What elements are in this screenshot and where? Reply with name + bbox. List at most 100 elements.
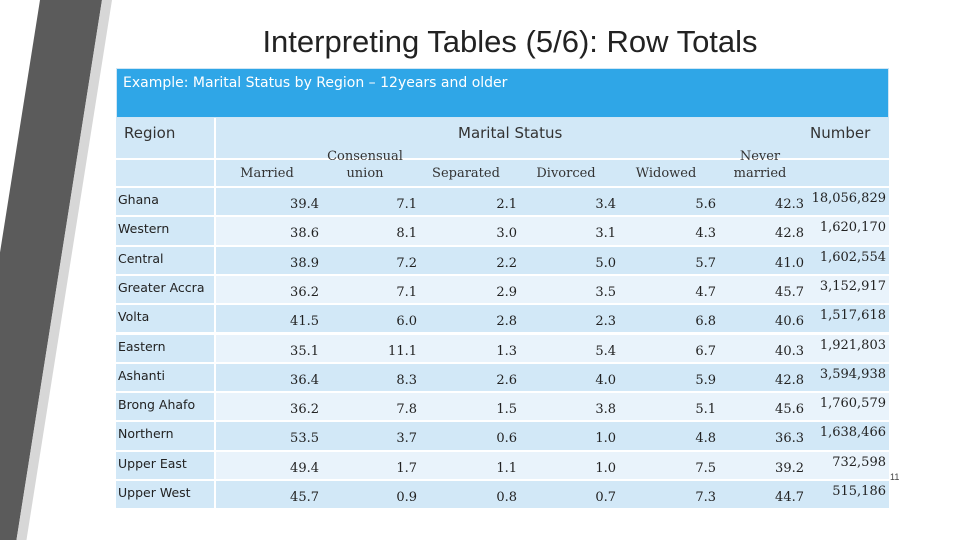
decorative-slant-bar [0, 0, 103, 540]
cell-consensual: 1.7 [396, 460, 417, 476]
cell-number: 1,517,618 [819, 308, 886, 324]
cell-married: 49.4 [290, 460, 319, 476]
table-row [116, 451, 889, 479]
table-row [116, 363, 889, 392]
row-region-label: Greater Accra [118, 279, 205, 295]
cell-never: 39.2 [775, 460, 804, 476]
cell-number: 732,598 [832, 454, 886, 470]
cell-divorced: 3.1 [595, 226, 616, 242]
cell-consensual: 0.9 [396, 490, 417, 505]
cell-separated: 2.6 [496, 372, 517, 388]
cell-separated: 1.3 [496, 343, 517, 359]
slide-title: Interpreting Tables (5/6): Row Totals [262, 24, 758, 59]
header-widowed: Widowed [635, 166, 697, 181]
table-caption-band: Example: Marital Status by Region – 12ye… [116, 68, 889, 118]
cell-married: 38.6 [290, 226, 319, 242]
cell-married: 38.9 [290, 255, 319, 271]
cell-never: 42.3 [775, 197, 804, 212]
cell-married: 53.5 [290, 431, 319, 447]
cell-consensual: 7.1 [396, 197, 417, 212]
cell-consensual: 8.1 [396, 226, 417, 242]
row-region-label: Eastern [118, 338, 166, 354]
cell-married: 36.2 [290, 402, 319, 418]
cell-divorced: 3.5 [595, 284, 616, 300]
cell-consensual: 7.2 [396, 255, 417, 271]
cell-married: 36.2 [290, 284, 319, 300]
row-region-label: Ghana [118, 192, 159, 207]
cell-divorced: 3.4 [595, 197, 616, 212]
row-region-label: Upper East [118, 455, 187, 471]
cell-widowed: 4.3 [695, 226, 716, 242]
cell-never: 42.8 [775, 372, 804, 388]
header-marital-status: Marital Status [458, 124, 563, 142]
cell-number: 3,594,938 [819, 366, 886, 382]
cell-widowed: 4.7 [695, 284, 716, 300]
cell-separated: 1.5 [496, 402, 517, 418]
row-region-label: Volta [118, 309, 150, 325]
cell-separated: 0.8 [496, 490, 517, 505]
header-consensual-union: Consensual union [327, 149, 403, 181]
cell-divorced: 5.4 [595, 343, 616, 359]
table-row [116, 246, 889, 274]
row-region-label: Brong Ahafo [118, 397, 196, 413]
cell-widowed: 6.8 [695, 314, 716, 330]
cell-number: 515,186 [832, 484, 886, 499]
cell-never: 40.6 [775, 314, 804, 330]
table-row [116, 422, 889, 450]
row-region-label: Northern [118, 426, 174, 442]
cell-married: 39.4 [290, 197, 319, 212]
cell-separated: 2.2 [496, 255, 517, 271]
cell-separated: 2.1 [496, 197, 517, 212]
marital-status-table: Example: Marital Status by Region – 12ye… [116, 68, 889, 509]
table-row [116, 481, 889, 509]
cell-divorced: 5.0 [595, 255, 616, 271]
table-row [116, 217, 889, 245]
header-married: Married [240, 166, 294, 181]
header-divorced: Divorced [536, 166, 596, 181]
cell-number: 1,921,803 [819, 337, 886, 353]
table-row [116, 305, 889, 333]
cell-widowed: 5.6 [695, 197, 716, 212]
cell-never: 42.8 [775, 226, 804, 242]
page-number: 11 [890, 472, 900, 482]
cell-married: 36.4 [290, 372, 319, 388]
cell-never: 40.3 [775, 343, 804, 359]
header-number: Number [810, 124, 871, 142]
cell-separated: 1.1 [496, 460, 517, 476]
cell-number: 1,620,170 [819, 220, 886, 236]
cell-number: 1,602,554 [819, 249, 886, 265]
cell-number: 3,152,917 [819, 278, 886, 294]
cell-widowed: 7.5 [695, 460, 716, 476]
cell-widowed: 5.1 [695, 402, 716, 418]
cell-consensual: 8.3 [396, 372, 417, 388]
cell-number: 18,056,829 [811, 191, 886, 206]
cell-separated: 0.6 [496, 431, 517, 447]
cell-married: 41.5 [290, 314, 319, 330]
cell-never: 44.7 [775, 490, 804, 505]
header-never-married: Never married [733, 149, 787, 181]
table-row [116, 275, 889, 304]
cell-consensual: 7.1 [396, 284, 417, 300]
cell-number: 1,760,579 [819, 396, 886, 412]
row-region-label: Upper West [118, 485, 191, 500]
cell-divorced: 4.0 [595, 372, 616, 388]
cell-consensual: 3.7 [396, 431, 417, 447]
header-row-2 [116, 160, 889, 186]
header-separated: Separated [432, 166, 500, 181]
cell-widowed: 7.3 [695, 490, 716, 505]
cell-divorced: 3.8 [595, 402, 616, 418]
cell-divorced: 0.7 [595, 490, 616, 505]
cell-divorced: 1.0 [595, 460, 616, 476]
row-region-label: Western [118, 221, 170, 237]
cell-never: 41.0 [775, 255, 804, 271]
cell-separated: 2.8 [496, 314, 517, 330]
cell-never: 45.7 [775, 284, 804, 300]
cell-divorced: 2.3 [595, 314, 616, 330]
cell-separated: 3.0 [496, 226, 517, 242]
cell-widowed: 6.7 [695, 343, 716, 359]
cell-widowed: 4.8 [695, 431, 716, 447]
cell-consensual: 6.0 [396, 314, 417, 330]
cell-divorced: 1.0 [595, 431, 616, 447]
row-region-label: Central [118, 250, 164, 266]
cell-married: 35.1 [290, 343, 319, 359]
